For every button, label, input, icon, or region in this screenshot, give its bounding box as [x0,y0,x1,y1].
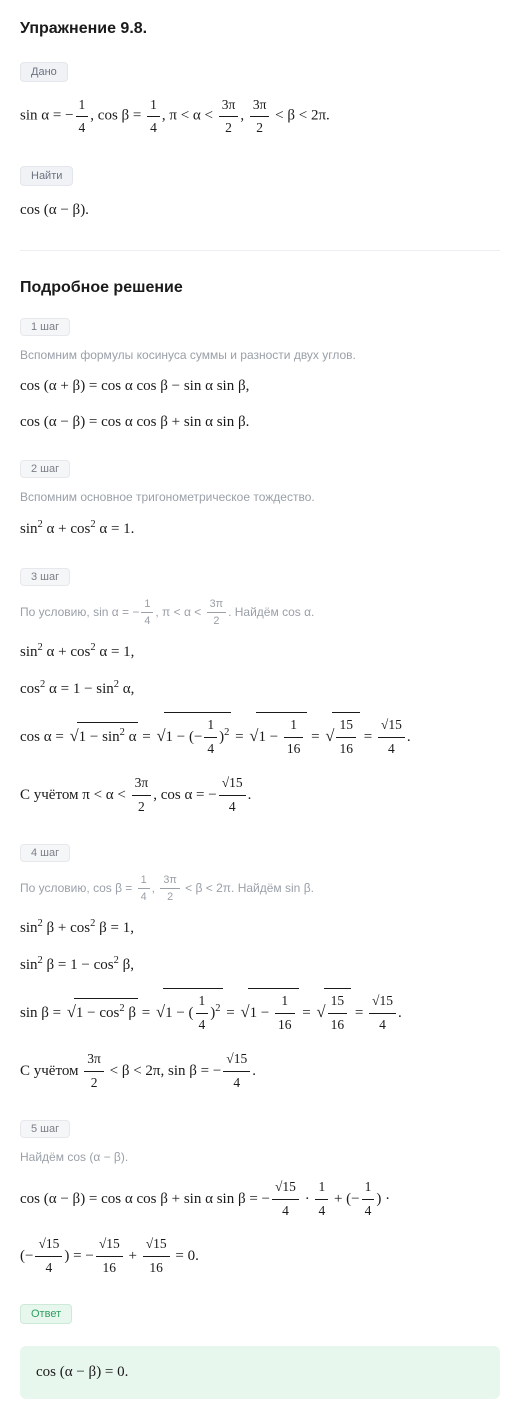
formula: (−√154) = −√1516 + √1516 = 0. [20,1233,500,1280]
step: 2 шаг Вспомним основное тригонометрическо… [20,459,500,543]
answer-tag: Ответ [20,1304,72,1324]
step-label: 2 шаг [20,460,70,478]
formula: С учётом π < α < 3π2, cos α = −√154. [20,772,500,819]
find-section: Найти cos (α − β). [20,166,500,222]
formula: С учётом 3π2 < β < 2π, sin β = −√154. [20,1048,500,1095]
formula: sin2 α + cos2 α = 1. [20,516,500,543]
step-label: 5 шаг [20,1120,70,1138]
step-text: Вспомним основное тригонометрическое тож… [20,488,500,506]
step-label: 4 шаг [20,844,70,862]
step: 3 шаг По условию, sin α = −14, π < α < 3π… [20,567,500,819]
solution-title: Подробное решение [20,279,500,297]
step-text: Найдём cos (α − β). [20,1148,500,1166]
formula: sin2 β = 1 − cos2 β, [20,952,500,979]
steps-container: 1 шаг Вспомним формулы косинуса суммы и р… [20,317,500,1280]
formula: cos (α − β) = cos α cos β + sin α sin β. [20,410,500,436]
step-text: По условию, cos β = 14, 3π2 < β < 2π. На… [20,872,500,905]
step: 5 шаг Найдём cos (α − β). cos (α − β) = co… [20,1119,500,1280]
given-formula: sin α = −14, cos β = 14, π < α < 3π2, 3π… [20,94,500,138]
step: 1 шаг Вспомним формулы косинуса суммы и р… [20,317,500,435]
step-text: Вспомним формулы косинуса суммы и разнос… [20,346,500,364]
step-label: 3 шаг [20,568,70,586]
formula: cos (α + β) = cos α cos β − sin α sin β, [20,374,500,400]
given-section: Дано sin α = −14, cos β = 14, π < α < 3π… [20,62,500,138]
formula: cos (α − β) = cos α cos β + sin α sin β … [20,1176,500,1223]
step-label: 1 шаг [20,318,70,336]
formula: sin2 α + cos2 α = 1, [20,639,500,666]
formula: cos α = 1 − sin2 α = 1 − (−14)2 = 1 − 11… [20,712,500,762]
find-formula: cos (α − β). [20,198,500,222]
step: 4 шаг По условию, cos β = 14, 3π2 < β < 2… [20,843,500,1095]
formula: cos2 α = 1 − sin2 α, [20,676,500,703]
formula: sin β = 1 − cos2 β = 1 − (14)2 = 1 − 116… [20,988,500,1038]
formula: sin2 β + cos2 β = 1, [20,915,500,942]
find-tag: Найти [20,166,73,186]
separator [20,250,500,251]
exercise-title: Упражнение 9.8. [20,20,500,38]
step-text: По условию, sin α = −14, π < α < 3π2. На… [20,596,500,629]
given-tag: Дано [20,62,68,82]
answer-box: cos (α − β) = 0. [20,1346,500,1399]
